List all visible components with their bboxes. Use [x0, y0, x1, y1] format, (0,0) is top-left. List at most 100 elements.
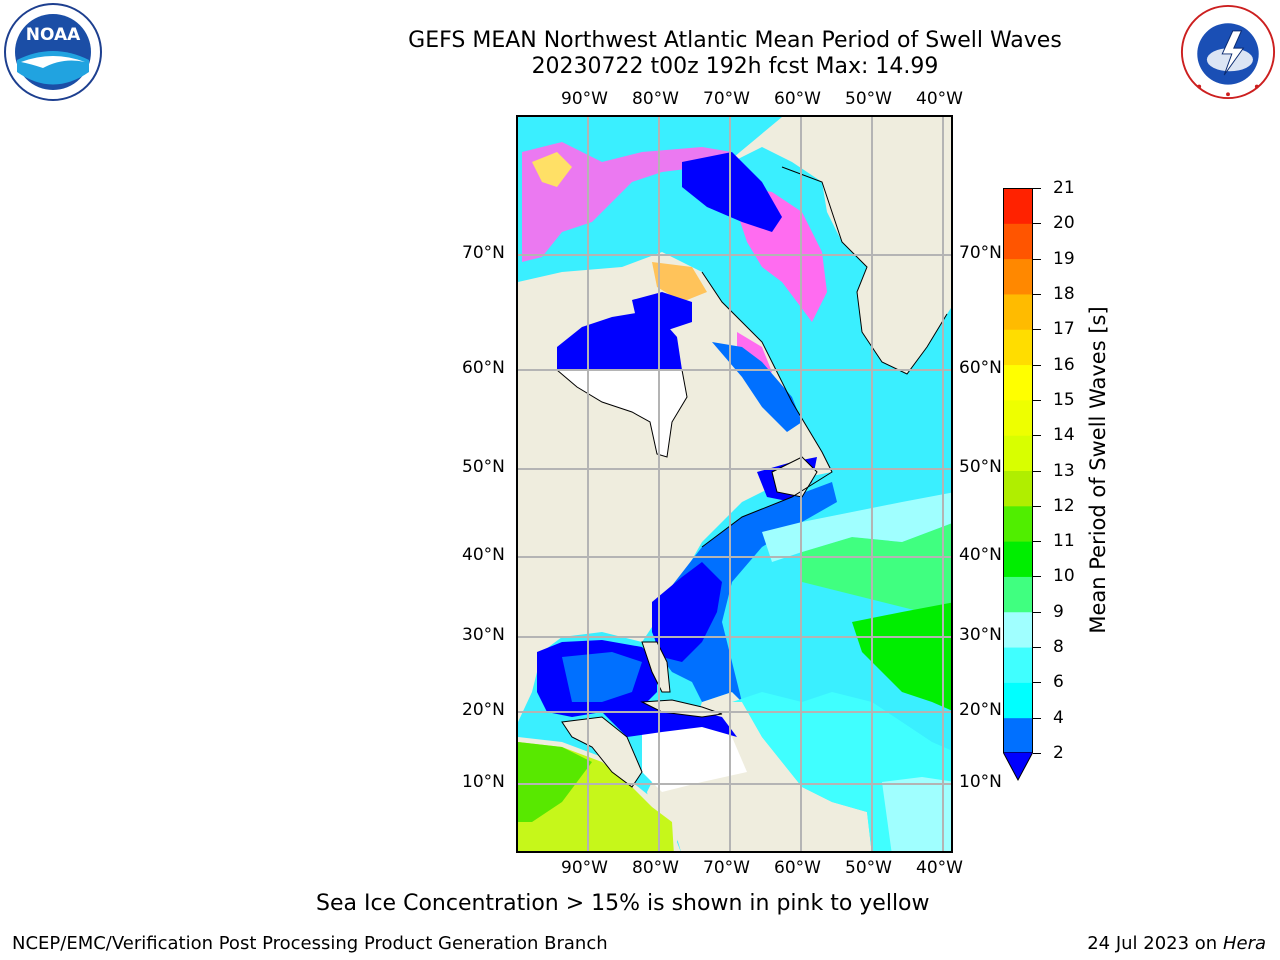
- sea-ice-yellow: [532, 152, 572, 187]
- lon-label: 80°W: [632, 89, 679, 109]
- graticule: [518, 117, 951, 851]
- chart-title: GEFS MEAN Northwest Atlantic Mean Period…: [408, 28, 1062, 53]
- lon-label: 70°W: [703, 89, 750, 109]
- colorbar-segment: [1003, 223, 1033, 260]
- colorbar-segment: [1003, 647, 1033, 683]
- sea-ice-band: [522, 142, 732, 262]
- colorbar-segment: [1003, 435, 1033, 471]
- lat-label: 10°N: [462, 772, 505, 792]
- lat-label: 70°N: [462, 243, 505, 263]
- colorbar-tick-label: 18: [1053, 283, 1075, 304]
- colorbar-segment: [1003, 293, 1033, 330]
- land-greenland: [722, 117, 951, 374]
- colorbar-tick-label: 19: [1053, 248, 1075, 269]
- lat-label: 50°N: [462, 457, 505, 477]
- lat-label: 30°N: [462, 625, 505, 645]
- lon-label: 70°W: [703, 858, 750, 878]
- colorbar-segment: [1003, 541, 1033, 577]
- colorbar-tick-label: 21: [1053, 178, 1075, 198]
- colorbar-tick-label: 16: [1053, 354, 1075, 375]
- colorbar-tickmark: [1033, 682, 1041, 684]
- colorbar-tickmark: [1033, 293, 1041, 295]
- lon-label: 60°W: [774, 89, 821, 109]
- colorbar-segment: [1003, 470, 1033, 507]
- colorbar: [1003, 188, 1033, 753]
- sea-ice-note: Sea Ice Concentration > 15% is shown in …: [316, 891, 930, 916]
- lon-label: 50°W: [845, 858, 892, 878]
- land-florida: [641, 641, 671, 693]
- map-panel: [516, 115, 953, 853]
- colorbar-tickmark: [1033, 753, 1041, 754]
- lat-label: 20°N: [959, 700, 1002, 720]
- lon-label: 90°W: [561, 858, 608, 878]
- hudson-bay-white: [555, 369, 688, 458]
- footer-host: Hera: [1222, 933, 1266, 954]
- colorbar-tickmark: [1033, 364, 1041, 366]
- land-newfoundland: [771, 456, 818, 498]
- sea-ice-yellow-2: [652, 262, 707, 302]
- colorbar-tick-label: 10: [1053, 566, 1075, 587]
- colorbar-segment: [1003, 399, 1033, 436]
- colorbar-tickmark: [1033, 576, 1041, 578]
- colorbar-tick-label: 4: [1053, 707, 1064, 728]
- colorbar-tickmark: [1033, 647, 1041, 649]
- swell-light-south: [882, 777, 951, 851]
- colorbar-segment: [1003, 576, 1033, 613]
- lat-label: 10°N: [959, 772, 1002, 792]
- land-west-africa: [952, 117, 953, 302]
- coastal-blue: [652, 482, 837, 702]
- colorbar-segment: [1003, 505, 1033, 542]
- colorbar-segment: [1003, 682, 1033, 719]
- colorbar-tickmark: [1033, 399, 1041, 401]
- map-canvas: [518, 117, 953, 851]
- lat-label: 40°N: [959, 545, 1002, 565]
- colorbar-segment: [1003, 188, 1033, 224]
- foxe-basin: [632, 292, 692, 332]
- colorbar-tickmark: [1033, 505, 1041, 507]
- baffin-deep: [682, 152, 782, 232]
- lat-label: 60°N: [462, 358, 505, 378]
- colorbar-tick-label: 15: [1053, 389, 1075, 410]
- south-america-green: [518, 742, 592, 822]
- caribbean-blue: [602, 702, 737, 737]
- colorbar-tick-label: 9: [1053, 601, 1064, 622]
- labrador-coast-blue: [712, 342, 802, 432]
- colorbar-tickmark: [1033, 611, 1041, 613]
- colorbar-tick-label: 20: [1053, 213, 1075, 234]
- lat-label: 50°N: [959, 457, 1002, 477]
- colorbar-tickmark: [1033, 541, 1041, 543]
- lon-label: 60°W: [774, 858, 821, 878]
- colorbar-segment: [1003, 258, 1033, 295]
- colorbar-tick-label: 12: [1053, 495, 1075, 516]
- lon-label: 90°W: [561, 89, 608, 109]
- colorbar-tick-label: 11: [1053, 531, 1075, 552]
- coastline-east: [701, 271, 833, 548]
- noaa-logo: NOAA: [4, 3, 102, 101]
- colorbar-under-triangle: [1003, 752, 1033, 782]
- colorbar-segment: [1003, 717, 1033, 753]
- lon-label: 50°W: [845, 89, 892, 109]
- colorbar-tick-label: 6: [1053, 672, 1064, 693]
- coastline-greenland: [781, 166, 948, 375]
- svg-text:NOAA: NOAA: [26, 25, 81, 45]
- swell-green-1: [802, 523, 951, 612]
- lon-label: 40°W: [916, 858, 963, 878]
- footer-date-text: 24 Jul 2023 on: [1087, 933, 1223, 954]
- land-central-america: [561, 716, 643, 788]
- colorbar-segment: [1003, 611, 1033, 648]
- colorbar-tick-label: 2: [1053, 743, 1064, 763]
- lat-label: 60°N: [959, 358, 1002, 378]
- footer-credit: NCEP/EMC/Verification Post Processing Pr…: [12, 933, 608, 954]
- lon-label: 40°W: [916, 89, 963, 109]
- colorbar-tick-label: 17: [1053, 319, 1075, 340]
- lat-label: 70°N: [959, 243, 1002, 263]
- lat-label: 30°N: [959, 625, 1002, 645]
- swell-green-2: [852, 602, 951, 711]
- colorbar-tickmark: [1033, 188, 1041, 189]
- chart-subtitle: 20230722 t00z 192h fcst Max: 14.99: [531, 54, 939, 79]
- colorbar-tick-label: 8: [1053, 637, 1064, 658]
- lat-label: 40°N: [462, 545, 505, 565]
- colorbar-tickmark: [1033, 329, 1041, 331]
- footer-date: 24 Jul 2023 on Hera: [1087, 933, 1266, 954]
- colorbar-tickmark: [1033, 258, 1041, 260]
